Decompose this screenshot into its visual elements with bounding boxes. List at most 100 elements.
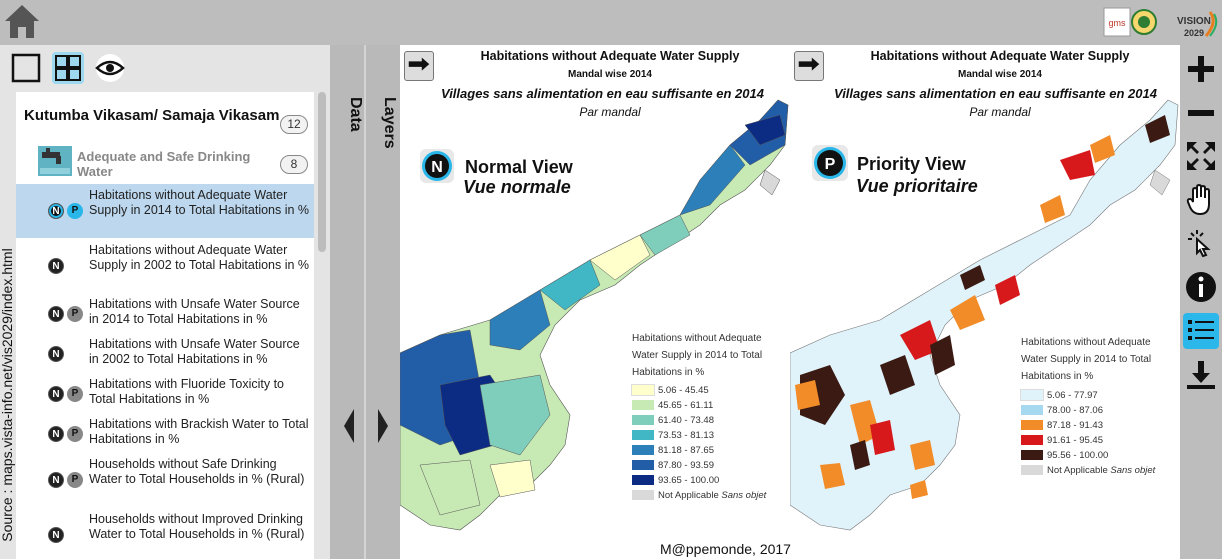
list-item-label: Habitations with Unsafe Water Source in … — [89, 337, 300, 366]
legend-item: 78.00 - 87.06 — [1021, 405, 1103, 417]
priority-view-badge[interactable]: P — [67, 386, 83, 402]
map-toolbar — [1180, 45, 1222, 559]
normal-view-badge[interactable]: N — [48, 386, 64, 402]
legend-item: 61.40 - 73.48 — [632, 415, 714, 427]
list-item[interactable]: N P Habitations with Brackish Water to T… — [16, 413, 314, 453]
map-credit: M@ppemonde, 2017 — [660, 541, 791, 557]
legend-item-na: Not Applicable Sans objet — [1021, 465, 1155, 477]
map-title: Habitations without Adequate Water Suppl… — [870, 49, 1130, 63]
priority-view-badge[interactable]: P — [67, 306, 83, 322]
map-subtitle-fr: Par mandal — [969, 105, 1031, 119]
list-item[interactable]: N P Households without Safe Drinking Wat… — [16, 453, 314, 507]
legend-item: 5.06 - 45.45 — [631, 384, 709, 397]
list-item-label: Habitations without Adequate Water Suppl… — [89, 188, 310, 217]
priority-view-panel[interactable]: Habitations without Adequate Water Suppl… — [790, 45, 1180, 559]
list-scrollbar[interactable] — [318, 92, 326, 252]
list-item-label: Households without Improved Drinking Wat… — [89, 512, 305, 541]
map-title: Habitations without Adequate Water Suppl… — [480, 49, 740, 63]
partner-logos: gms VISION 2029 — [1102, 6, 1220, 40]
svg-text:P: P — [825, 156, 836, 173]
priority-view-icon: P — [812, 145, 848, 181]
legend-item: 87.18 - 91.43 — [1021, 420, 1103, 432]
group-title: Kutumba Vikasam/ Samaja Vikasam — [24, 107, 280, 124]
priority-view-label-fr: Vue prioritaire — [856, 176, 978, 196]
legend-item: 5.06 - 77.97 — [1020, 389, 1098, 402]
legend-item: 93.65 - 100.00 — [632, 475, 719, 487]
legend-title: Habitations without Adequate Water Suppl… — [1021, 337, 1152, 382]
info-icon[interactable] — [1183, 269, 1219, 305]
svg-text:N: N — [431, 159, 443, 176]
zoom-in-icon[interactable] — [1183, 51, 1219, 87]
expand-right-icon[interactable] — [376, 407, 390, 445]
map-subtitle: Mandal wise 2014 — [568, 69, 652, 80]
normal-view-label-fr: Vue normale — [463, 177, 571, 197]
grid-view-icon[interactable] — [52, 52, 84, 84]
normal-view-badge[interactable]: N — [48, 258, 64, 274]
pan-hand-icon[interactable] — [1183, 182, 1219, 218]
map-area[interactable]: Habitations without Adequate Water Suppl… — [400, 45, 1180, 559]
list-item-label: Habitations with Fluoride Toxicity to To… — [89, 377, 284, 406]
priority-view-badge[interactable]: P — [67, 472, 83, 488]
priority-view-badge[interactable]: P — [67, 203, 83, 219]
home-icon[interactable] — [3, 2, 41, 40]
normal-view-label: Normal View — [465, 157, 573, 177]
vision-logo-text: VISION — [1177, 16, 1211, 27]
tab-data[interactable]: Data — [347, 97, 364, 132]
normal-view-badge[interactable]: N — [48, 306, 64, 322]
eye-icon[interactable] — [94, 52, 126, 84]
divider — [364, 45, 366, 559]
zoom-out-icon[interactable] — [1183, 95, 1219, 131]
normal-view-icon: N — [420, 149, 454, 183]
subgroup-count-badge: 8 — [280, 155, 308, 174]
map-title-fr: Villages sans alimentation en eau suffis… — [441, 86, 764, 101]
side-tabs-panel: Data Layers — [330, 45, 400, 559]
list-item-label: Households without Safe Drinking Water t… — [89, 457, 305, 486]
legend-item-na: Not Applicable Sans objet — [632, 490, 766, 502]
map-subtitle: Mandal wise 2014 — [958, 69, 1042, 80]
group-count-badge: 12 — [280, 115, 308, 134]
swap-panel-icon[interactable] — [404, 51, 434, 81]
normal-view-badge[interactable]: N — [48, 472, 64, 488]
fullscreen-icon[interactable] — [1183, 138, 1219, 174]
vision-logo-year: 2029 — [1184, 28, 1204, 38]
collapse-left-icon[interactable] — [342, 407, 356, 445]
list-item[interactable]: N P Habitations with Unsafe Water Source… — [16, 293, 314, 333]
legend-title: Habitations without Adequate Water Suppl… — [632, 333, 763, 378]
list-item[interactable]: N P Habitations without Adequate Water S… — [16, 184, 314, 238]
select-pointer-icon[interactable] — [1183, 225, 1219, 261]
map-subtitle-fr: Par mandal — [579, 105, 641, 119]
single-view-icon[interactable] — [10, 52, 42, 84]
normal-view-badge[interactable]: N — [48, 426, 64, 442]
legend-item: 45.65 - 61.11 — [632, 400, 713, 412]
list-item[interactable]: N P Habitations with Fluoride Toxicity t… — [16, 373, 314, 413]
swap-panel-icon[interactable] — [794, 51, 824, 81]
normal-view-badge[interactable]: N — [48, 346, 64, 362]
legend-item: 73.53 - 81.13 — [632, 430, 714, 442]
top-bar: gms VISION 2029 — [0, 0, 1222, 45]
priority-view-badge[interactable]: P — [67, 426, 83, 442]
list-item[interactable]: N Habitations without Adequate Water Sup… — [16, 239, 314, 293]
download-icon[interactable] — [1183, 357, 1219, 393]
water-tap-icon — [38, 146, 72, 176]
list-item[interactable]: N Households without Improved Drinking W… — [16, 508, 314, 559]
map-title-fr: Villages sans alimentation en eau suffis… — [834, 86, 1157, 101]
choropleth-map-normal[interactable] — [400, 85, 790, 535]
list-item[interactable]: N Habitations with Unsafe Water Source i… — [16, 333, 314, 373]
legend-item: 81.18 - 87.65 — [632, 445, 714, 457]
normal-view-panel[interactable]: Habitations without Adequate Water Suppl… — [400, 45, 790, 559]
gms-logo-text: gms — [1108, 18, 1126, 28]
indicator-list: Kutumba Vikasam/ Samaja Vikasam 12 Adequ… — [16, 92, 314, 559]
priority-view-label: Priority View — [857, 154, 966, 174]
normal-view-badge[interactable]: N — [48, 203, 64, 219]
list-item-label: Habitations without Adequate Water Suppl… — [89, 243, 310, 272]
legend-item: 91.61 - 95.45 — [1021, 435, 1103, 447]
list-view-icon[interactable] — [1183, 313, 1219, 349]
normal-view-badge[interactable]: N — [48, 527, 64, 543]
list-item-label: Habitations with Brackish Water to Total… — [89, 417, 309, 446]
subgroup-title: Adequate and Safe Drinking Water — [77, 149, 251, 179]
source-credit: Source : maps.vista-info.net/vis2029/ind… — [0, 247, 15, 542]
list-item-label: Habitations with Unsafe Water Source in … — [89, 297, 300, 326]
choropleth-map-priority[interactable] — [790, 85, 1180, 535]
tab-layers[interactable]: Layers — [381, 97, 398, 149]
legend-normal: Habitations without Adequate Water Suppl… — [631, 330, 792, 502]
